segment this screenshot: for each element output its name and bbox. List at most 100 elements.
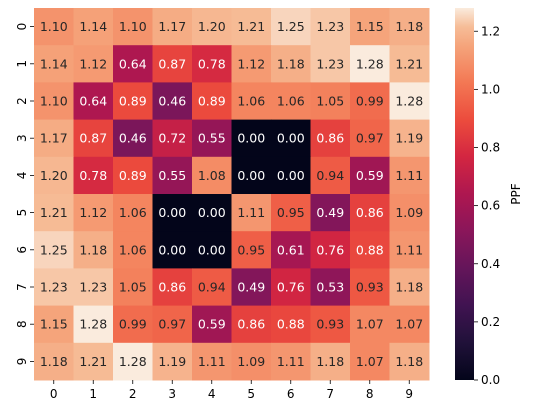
cell-value-label-1-7: 1.23 — [316, 56, 344, 71]
heatmap-cell-3-8 — [350, 119, 390, 158]
cell-value-label-3-8: 0.97 — [356, 131, 384, 146]
cell-value-label-4-1: 0.78 — [79, 168, 107, 183]
cell-value-label-2-8: 0.99 — [356, 94, 384, 109]
x-tick-label-5: 5 — [247, 387, 255, 401]
cell-value-label-6-1: 1.18 — [79, 242, 107, 257]
heatmap-cell-1-7 — [310, 45, 351, 83]
y-tick-label-3: 3 — [15, 134, 29, 142]
cell-value-label-8-8: 1.07 — [356, 317, 384, 332]
cell-value-label-3-4: 0.55 — [198, 131, 226, 146]
cell-value-label-2-0: 1.10 — [40, 94, 68, 109]
heatmap-cell-4-9 — [389, 156, 430, 195]
cell-value-label-5-9: 1.09 — [395, 205, 423, 220]
cell-value-label-8-1: 1.28 — [79, 317, 107, 332]
heatmap-cell-1-0 — [34, 45, 74, 83]
colorbar-ticks: 0.0 0.2 0.4 0.6 0.8 1.0 1.2 — [474, 24, 500, 387]
y-tick-label-8: 8 — [15, 320, 29, 328]
cell-value-label-6-3: 0.00 — [158, 242, 186, 257]
cell-value-label-4-2: 0.89 — [119, 168, 147, 183]
heatmap-cell-7-5 — [231, 268, 272, 307]
cell-value-label-6-5: 0.95 — [237, 242, 265, 257]
heatmap-cell-3-3 — [152, 119, 193, 158]
heatmap-cell-7-2 — [113, 268, 153, 307]
x-tick-label-7: 7 — [326, 387, 334, 401]
heatmap-cell-9-5 — [231, 342, 272, 381]
cell-value-label-4-7: 0.94 — [316, 168, 344, 183]
x-tick-label-2: 2 — [129, 387, 137, 401]
cell-value-label-5-7: 0.49 — [316, 205, 344, 220]
heatmap-cell-8-4 — [192, 305, 232, 344]
cell-value-label-1-0: 1.14 — [40, 56, 68, 71]
x-tick-label-3: 3 — [168, 387, 176, 401]
y-tick-label-5: 5 — [15, 209, 29, 217]
cell-value-label-6-8: 0.88 — [356, 242, 384, 257]
cell-value-label-8-3: 0.97 — [158, 317, 186, 332]
heatmap-cell-5-5 — [231, 194, 272, 232]
heatmap-cell-7-6 — [271, 268, 311, 307]
heatmap-cell-7-3 — [152, 268, 193, 307]
cell-value-label-7-7: 0.53 — [316, 280, 344, 295]
heatmap-cell-5-0 — [34, 194, 74, 232]
heatmap-cell-3-7 — [310, 119, 351, 158]
heatmap-cell-0-7 — [310, 8, 351, 46]
cell-value-label-2-9: 1.28 — [395, 94, 423, 109]
heatmap-cell-7-9 — [389, 268, 430, 307]
heatmap-cell-0-2 — [113, 8, 153, 46]
heatmap-cell-3-9 — [389, 119, 430, 158]
cell-value-label-6-4: 0.00 — [198, 242, 226, 257]
y-tick-label-4: 4 — [15, 172, 29, 180]
cell-value-label-2-7: 1.05 — [316, 94, 344, 109]
cell-value-label-7-1: 1.23 — [79, 280, 107, 295]
cell-value-label-0-4: 1.20 — [198, 19, 226, 34]
heatmap-cell-1-5 — [231, 45, 272, 83]
cell-value-label-3-6: 0.00 — [277, 131, 305, 146]
heatmap-cell-3-6 — [271, 119, 311, 158]
cell-value-label-0-8: 1.15 — [356, 19, 384, 34]
heatmap-cell-4-4 — [192, 156, 232, 195]
heatmap-cell-0-4 — [192, 8, 232, 46]
colorbar-label: PPF — [509, 183, 523, 204]
x-tick-label-9: 9 — [405, 387, 413, 401]
cell-value-label-0-2: 1.10 — [119, 19, 147, 34]
heatmap-cell-1-2 — [113, 45, 153, 83]
x-axis: 0 1 2 3 4 5 6 7 8 9 — [50, 380, 413, 401]
cell-value-label-8-0: 1.15 — [40, 317, 68, 332]
heatmap-cell-0-9 — [389, 8, 430, 46]
heatmap-cell-9-2 — [113, 342, 153, 381]
heatmap-cell-5-8 — [350, 194, 390, 232]
cell-value-label-3-0: 1.17 — [40, 131, 68, 146]
cell-value-label-8-2: 0.99 — [119, 317, 147, 332]
cell-value-label-9-3: 1.19 — [158, 354, 186, 369]
colorbar-tick-label-0: 0.0 — [481, 373, 500, 387]
y-tick-label-6: 6 — [15, 246, 29, 254]
heatmap-cell-5-6 — [271, 194, 311, 232]
cell-value-label-1-2: 0.64 — [119, 56, 147, 71]
cell-value-label-1-9: 1.21 — [395, 56, 423, 71]
cell-value-label-6-2: 1.06 — [119, 242, 147, 257]
cell-value-label-9-9: 1.18 — [395, 354, 423, 369]
heatmap-cell-8-6 — [271, 305, 311, 344]
cell-value-label-6-9: 1.11 — [395, 242, 423, 257]
cell-value-label-2-6: 1.06 — [277, 94, 305, 109]
x-tick-label-8: 8 — [366, 387, 374, 401]
x-tick-label-6: 6 — [287, 387, 295, 401]
cell-value-label-8-5: 0.86 — [237, 317, 265, 332]
cell-value-label-5-4: 0.00 — [198, 205, 226, 220]
heatmap-cell-7-0 — [34, 268, 74, 307]
x-tick-label-4: 4 — [208, 387, 216, 401]
heatmap-cell-7-8 — [350, 268, 390, 307]
cell-value-label-7-9: 1.18 — [395, 280, 423, 295]
heatmap-cell-4-3 — [152, 156, 193, 195]
heatmap-cell-6-5 — [231, 231, 272, 269]
heatmap-cell-9-7 — [310, 342, 351, 381]
cell-value-label-7-3: 0.86 — [158, 280, 186, 295]
cell-value-label-0-0: 1.10 — [40, 19, 68, 34]
heatmap-cell-2-1 — [73, 82, 114, 121]
heatmap-cell-9-3 — [152, 342, 193, 381]
heatmap-cell-0-6 — [271, 8, 311, 46]
colorbar-tick-label-1: 0.2 — [481, 315, 500, 329]
cell-value-label-5-8: 0.86 — [356, 205, 384, 220]
heatmap-cell-6-2 — [113, 231, 153, 269]
cell-value-label-0-5: 1.21 — [237, 19, 265, 34]
cell-value-label-3-9: 1.19 — [395, 131, 423, 146]
